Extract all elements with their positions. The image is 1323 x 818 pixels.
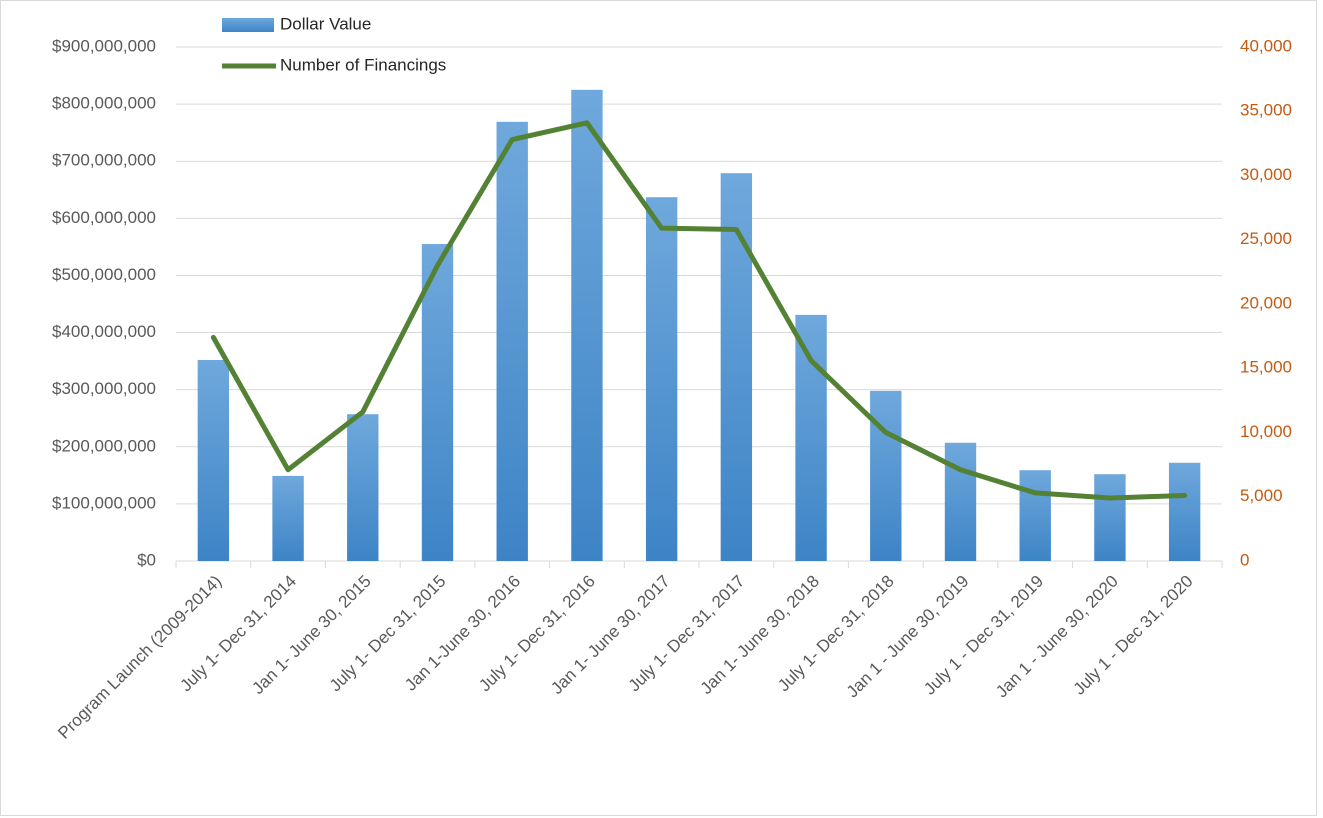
y-tick-label: $0 (137, 550, 156, 569)
y-tick-label: $700,000,000 (52, 151, 156, 170)
bar (870, 390, 902, 561)
y2-tick-label: 0 (1240, 550, 1249, 569)
y-tick-label: $900,000,000 (52, 36, 156, 55)
x-tick-label: Jan 1 - June 30, 2019 (843, 572, 973, 702)
bar (944, 442, 977, 561)
y-tick-label: $500,000,000 (52, 265, 156, 284)
bar (347, 414, 379, 561)
bar (795, 314, 827, 561)
y-tick-label: $600,000,000 (52, 208, 156, 227)
y-tick-label: $100,000,000 (52, 493, 156, 512)
bar (272, 475, 304, 561)
y-tick-label: $300,000,000 (52, 379, 156, 398)
bar (496, 121, 528, 561)
legend-label: Number of Financings (280, 55, 446, 74)
y2-tick-label: 40,000 (1240, 36, 1292, 55)
y-tick-label: $200,000,000 (52, 436, 156, 455)
y2-tick-label: 10,000 (1240, 422, 1292, 441)
y2-tick-label: 20,000 (1240, 293, 1292, 312)
bar (197, 359, 230, 561)
y-tick-label: $400,000,000 (52, 322, 156, 341)
bar (421, 244, 454, 562)
bar (1168, 462, 1201, 561)
y2-tick-label: 30,000 (1240, 165, 1292, 184)
x-tick-label: Jan 1 - June 30, 2020 (992, 572, 1122, 702)
bar (1019, 470, 1051, 561)
legend-swatch (222, 18, 274, 32)
bar (645, 197, 678, 562)
bar (571, 89, 603, 561)
y-tick-label: $800,000,000 (52, 94, 156, 113)
line (210, 120, 1188, 501)
y2-tick-label: 35,000 (1240, 101, 1292, 120)
bar (1094, 474, 1126, 561)
bar (720, 173, 753, 561)
legend-label: Dollar Value (280, 14, 371, 33)
y2-tick-label: 15,000 (1240, 358, 1292, 377)
y2-tick-label: 25,000 (1240, 229, 1292, 248)
y2-tick-label: 5,000 (1240, 486, 1283, 505)
